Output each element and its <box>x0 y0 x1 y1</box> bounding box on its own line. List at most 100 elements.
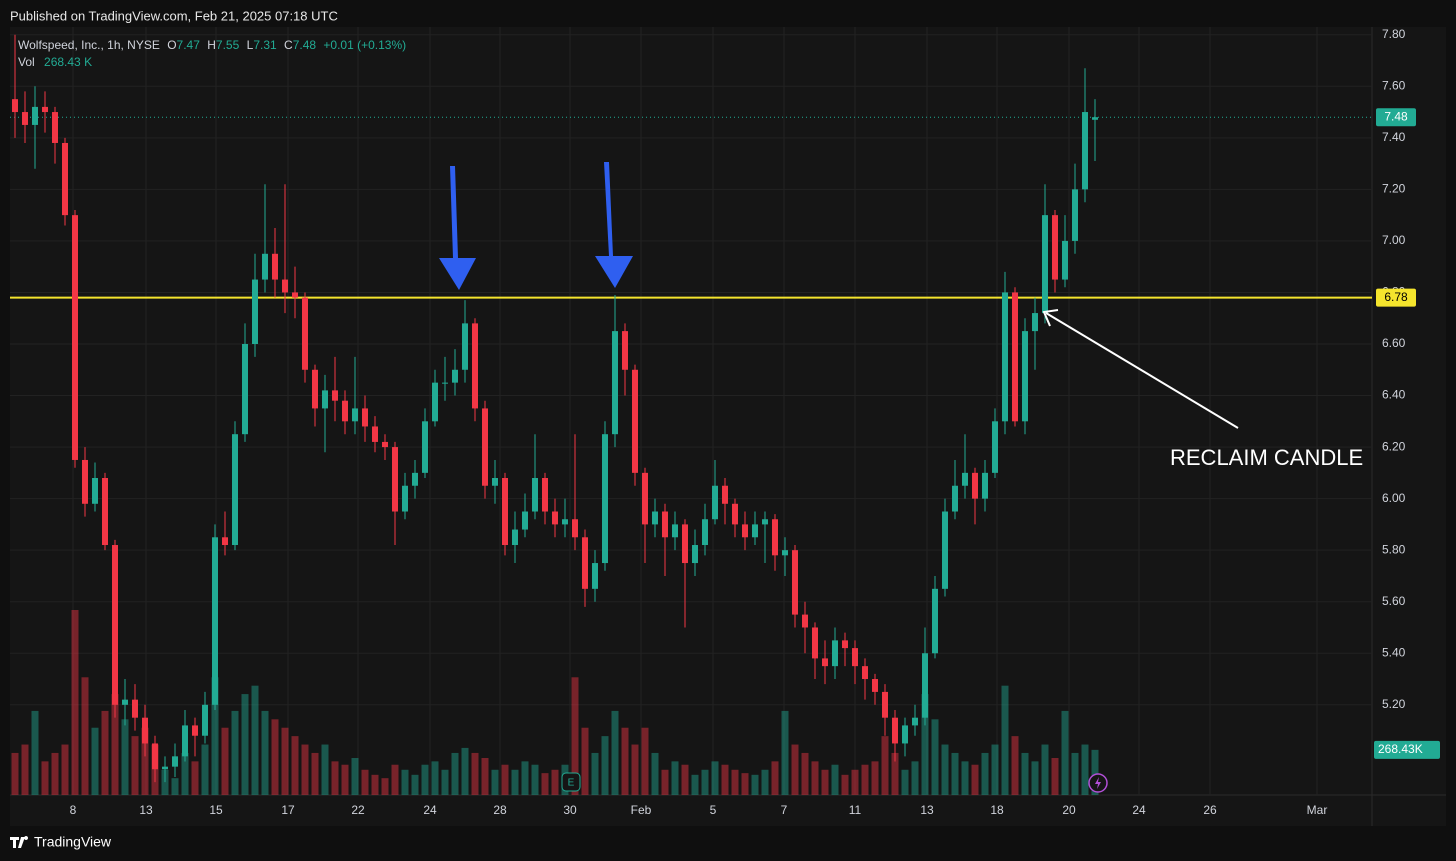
volume-bar <box>571 677 579 795</box>
volume-bar <box>701 769 709 795</box>
ohlc-value: 7.48 <box>293 38 317 52</box>
x-tick-label: 8 <box>70 803 77 817</box>
y-tick-label: 7.80 <box>1382 27 1406 41</box>
x-tick-label: 13 <box>139 803 153 817</box>
x-tick-label: Feb <box>631 803 652 817</box>
events-icon-bolt <box>1095 777 1101 789</box>
candle-body <box>362 408 368 427</box>
candle-body <box>42 106 48 113</box>
x-tick-label: 15 <box>209 803 223 817</box>
candle-body <box>82 459 88 504</box>
x-tick-label: Mar <box>1307 803 1328 817</box>
candle-body <box>542 478 548 512</box>
volume-bar <box>991 744 999 795</box>
candle-body <box>1092 117 1098 120</box>
brand-name: TradingView <box>34 834 112 850</box>
volume-bar <box>391 764 399 795</box>
candle-body <box>32 106 38 125</box>
volume-bar <box>1081 744 1089 795</box>
candle-body <box>312 369 318 409</box>
volume-bar <box>661 769 669 795</box>
candle-body <box>672 524 678 538</box>
blue-arrow <box>595 162 633 288</box>
candle-body <box>122 699 128 705</box>
candle-body <box>192 725 198 736</box>
x-tick-label: 11 <box>849 803 862 817</box>
volume-bar <box>361 769 369 795</box>
price-tag-box <box>1376 288 1416 307</box>
candle-body <box>732 503 738 525</box>
ohlc-value: 7.55 <box>216 38 240 52</box>
candle-body <box>942 511 948 589</box>
candle-body <box>1032 313 1038 332</box>
candle-body <box>322 390 328 409</box>
candle-body <box>382 441 388 448</box>
volume-bar <box>31 710 39 795</box>
volume-bar <box>621 727 629 795</box>
ohlc-label: H <box>207 38 216 52</box>
volume-bar <box>531 764 539 795</box>
candle-body <box>792 550 798 615</box>
candle-body <box>982 472 988 499</box>
volume-bar <box>1001 685 1009 795</box>
volume-bar <box>731 769 739 795</box>
volume-bar <box>101 710 109 795</box>
price-tag: 7.48 <box>1384 109 1408 123</box>
candle-body <box>432 382 438 422</box>
volume-bar <box>1071 752 1079 795</box>
candle-body <box>162 766 168 770</box>
volume-bar <box>491 769 499 795</box>
volume-bar <box>471 752 479 795</box>
volume-bar <box>821 769 829 795</box>
published-note: Published on TradingView.com, Feb 21, 20… <box>10 8 338 23</box>
x-tick-label: 26 <box>1203 803 1217 817</box>
volume-bar <box>71 610 79 795</box>
volume-bar <box>81 677 89 795</box>
candle-body <box>502 478 508 546</box>
volume-bar <box>461 747 469 795</box>
x-tick-label: 17 <box>281 803 295 817</box>
volume-bar <box>641 727 649 795</box>
volume-bar <box>971 764 979 795</box>
volume-bar <box>431 761 439 795</box>
volume-tag: 268.43K <box>1378 742 1423 756</box>
candle-body <box>832 640 838 667</box>
volume-bar <box>961 761 969 795</box>
volume-bar <box>761 769 769 795</box>
volume-bar <box>881 736 889 795</box>
volume-bar <box>591 752 599 795</box>
volume-bar <box>241 694 249 795</box>
volume-bar <box>951 752 959 795</box>
vol-value: 268.43 K <box>44 55 92 69</box>
candle-body <box>272 253 278 280</box>
x-tick-label: 13 <box>920 803 934 817</box>
chart-pane <box>10 27 1446 826</box>
candle-body <box>422 421 428 473</box>
candle-body <box>742 524 748 538</box>
volume-bar <box>121 719 129 795</box>
candle-body <box>572 519 578 538</box>
candle-body <box>92 478 98 504</box>
x-tick-label: 28 <box>493 803 507 817</box>
ohlc-value: 7.31 <box>253 38 277 52</box>
volume-bar <box>871 761 879 795</box>
volume-bar <box>941 744 949 795</box>
earnings-marker[interactable] <box>561 772 581 792</box>
candle-body <box>222 537 228 546</box>
volume-legend: Vol 268.43 K <box>18 55 92 69</box>
candle-body <box>1022 331 1028 422</box>
candle-body <box>1012 292 1018 422</box>
volume-bar <box>651 752 659 795</box>
volume-bar <box>1091 749 1099 795</box>
volume-bar <box>911 761 919 795</box>
candle-body <box>212 537 218 705</box>
volume-bar <box>771 761 779 795</box>
x-tick-label: 24 <box>1132 803 1146 817</box>
volume-bar <box>1031 761 1039 795</box>
blue-arrow <box>439 166 476 290</box>
candle-body <box>102 478 108 546</box>
candle-body <box>632 369 638 473</box>
volume-bar <box>341 764 349 795</box>
x-tick-label: 20 <box>1062 803 1076 817</box>
volume-bar <box>931 719 939 795</box>
